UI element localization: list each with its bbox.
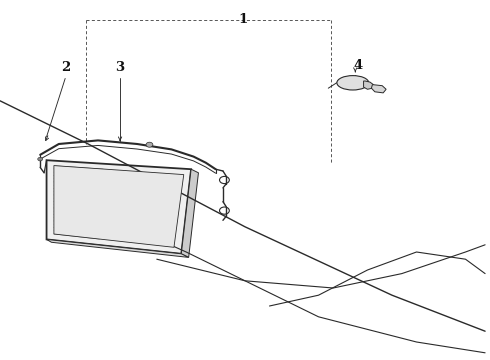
Text: 3: 3 <box>116 61 124 74</box>
Polygon shape <box>47 160 191 254</box>
Polygon shape <box>364 81 373 89</box>
Polygon shape <box>47 239 189 257</box>
Ellipse shape <box>337 76 368 90</box>
Text: 4: 4 <box>353 59 362 72</box>
Text: 2: 2 <box>62 61 71 74</box>
Text: 1: 1 <box>238 13 247 26</box>
Polygon shape <box>54 166 184 247</box>
Polygon shape <box>181 169 198 257</box>
Circle shape <box>38 157 43 161</box>
Polygon shape <box>371 85 386 93</box>
Circle shape <box>146 142 153 147</box>
